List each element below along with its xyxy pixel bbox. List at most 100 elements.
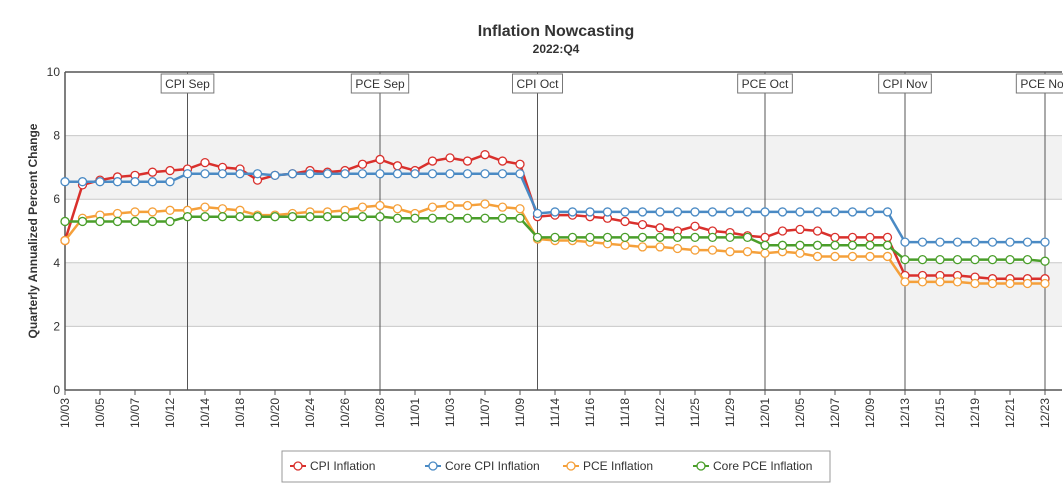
data-point — [165, 177, 175, 187]
data-point — [410, 213, 420, 223]
data-point — [672, 232, 683, 243]
x-tick-label: 10/26 — [338, 398, 352, 428]
data-point — [655, 232, 665, 243]
data-point — [760, 248, 770, 258]
data-point — [847, 207, 858, 217]
data-point — [497, 169, 508, 179]
data-point — [987, 254, 998, 265]
data-point — [550, 232, 560, 243]
plot-line-label-box — [878, 73, 932, 94]
data-point — [1040, 256, 1050, 266]
data-point — [795, 248, 805, 258]
data-point — [305, 169, 315, 179]
data-point — [392, 204, 403, 214]
data-point — [672, 243, 683, 254]
data-point — [620, 207, 630, 217]
data-point — [760, 207, 770, 217]
legend-symbol — [566, 461, 576, 471]
data-point — [620, 232, 630, 243]
x-tick-label: 10/24 — [303, 398, 317, 428]
data-point — [690, 245, 700, 255]
y-tick-label: 10 — [47, 65, 61, 79]
data-point — [742, 232, 753, 243]
data-point — [777, 226, 788, 236]
data-point — [480, 199, 490, 209]
data-point — [707, 232, 718, 243]
data-point — [60, 216, 70, 227]
y-tick-label: 2 — [53, 319, 60, 333]
data-point — [147, 177, 158, 187]
data-point — [847, 240, 858, 250]
x-tick-label: 10/28 — [373, 398, 387, 428]
data-point — [112, 216, 123, 227]
data-point — [1022, 278, 1033, 289]
legend-label: Core PCE Inflation — [713, 459, 812, 473]
data-point — [1040, 237, 1050, 247]
data-point — [515, 159, 525, 169]
x-tick-label: 10/03 — [58, 398, 72, 428]
y-tick-label: 4 — [53, 256, 60, 270]
data-point — [147, 207, 158, 217]
data-point — [637, 207, 648, 217]
data-point — [165, 165, 175, 176]
data-point — [217, 204, 228, 214]
data-point — [602, 232, 613, 243]
data-point — [77, 216, 88, 227]
data-point — [497, 202, 508, 212]
data-point — [620, 216, 630, 227]
data-point — [392, 169, 403, 179]
data-point — [882, 240, 893, 250]
x-tick-label: 12/15 — [933, 398, 947, 428]
data-point — [322, 212, 333, 222]
data-point — [340, 169, 350, 179]
data-point — [865, 232, 875, 243]
data-point — [165, 205, 175, 215]
data-point — [865, 251, 875, 262]
data-point — [112, 208, 123, 219]
plot-line-label: PCE Sep — [355, 77, 405, 91]
data-point — [445, 169, 455, 179]
y-tick-label: 6 — [53, 192, 60, 206]
data-point — [112, 177, 123, 187]
legend-label: PCE Inflation — [583, 459, 653, 473]
data-point — [357, 202, 368, 212]
x-tick-label: 12/09 — [863, 398, 877, 428]
data-point — [217, 169, 228, 179]
data-point — [812, 251, 823, 262]
data-point — [742, 247, 753, 257]
data-point — [585, 232, 595, 243]
data-point — [970, 278, 980, 289]
data-point — [602, 207, 613, 217]
data-point — [287, 212, 298, 222]
x-tick-label: 11/25 — [688, 398, 702, 427]
x-tick-label: 12/05 — [793, 398, 807, 428]
data-point — [760, 232, 770, 243]
x-tick-label: 11/29 — [723, 398, 737, 427]
data-point — [917, 237, 928, 247]
data-point — [427, 202, 438, 212]
x-tick-label: 11/03 — [443, 398, 457, 427]
data-point — [357, 159, 368, 169]
data-point — [690, 221, 700, 231]
data-point — [777, 240, 788, 250]
data-point — [655, 207, 665, 217]
data-point — [182, 212, 193, 222]
data-point — [725, 207, 735, 217]
data-point — [1005, 254, 1015, 265]
data-point — [725, 247, 735, 257]
y-tick-label: 0 — [53, 383, 60, 397]
data-point — [252, 169, 263, 179]
data-point — [357, 169, 368, 179]
data-point — [812, 226, 823, 236]
data-point — [532, 208, 543, 219]
x-tick-label: 10/05 — [93, 398, 107, 428]
plot-line-label-box — [511, 73, 564, 94]
data-point — [497, 156, 508, 166]
data-point — [200, 202, 210, 212]
y-tick-label: 8 — [53, 129, 60, 143]
plot-line-label: PCE Nov — [1020, 77, 1063, 91]
data-point — [515, 169, 525, 179]
data-point — [900, 277, 910, 287]
data-point — [375, 154, 385, 165]
